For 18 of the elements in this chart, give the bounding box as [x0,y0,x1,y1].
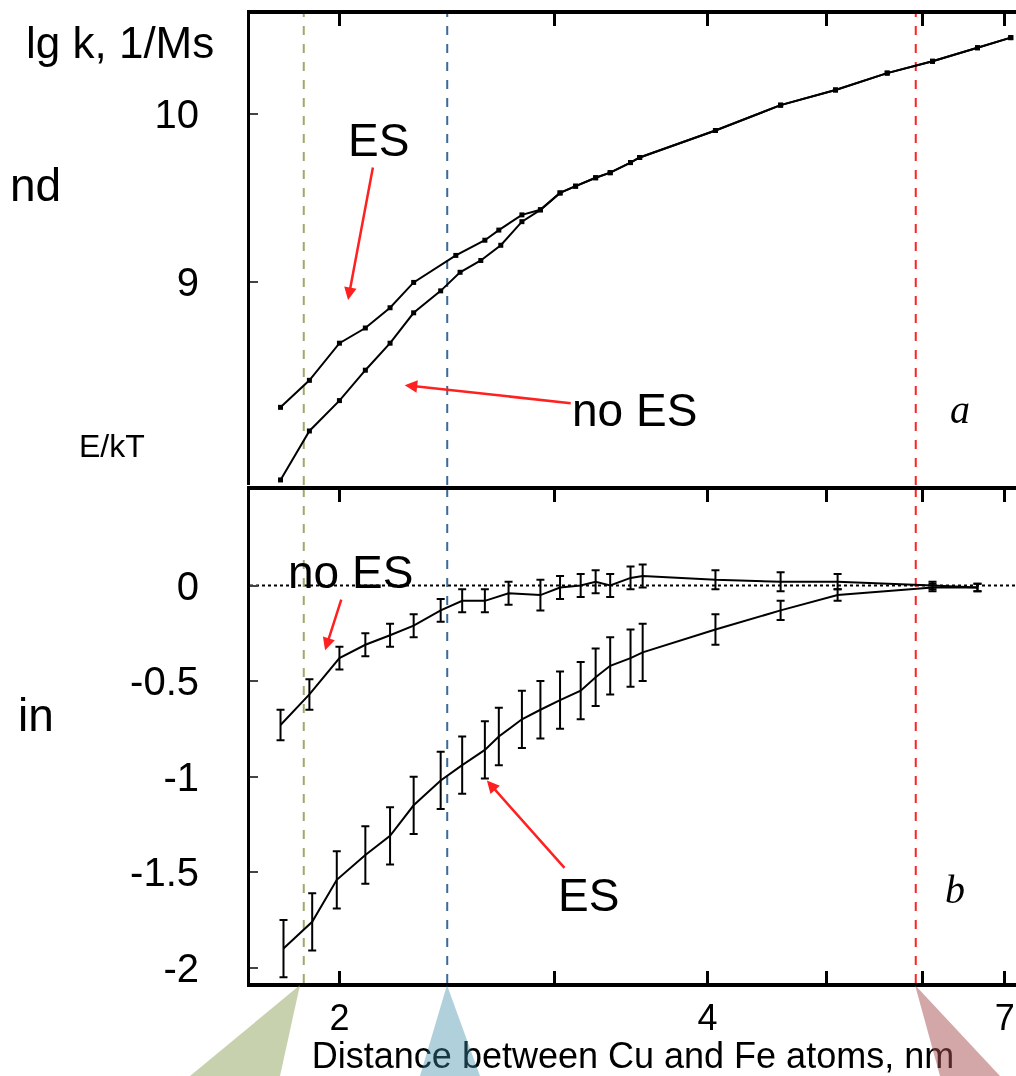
annotation: ES [558,869,620,921]
y-tick-label: 9 [176,260,199,305]
annotation: no ES [288,546,414,598]
y-tick-label: -0.5 [130,659,199,704]
text: in [18,689,54,741]
y-tick-label: 0 [176,563,199,608]
y-tick-label: -1.5 [130,850,199,895]
y-axis-title: E/kT [79,428,145,464]
y-tick-label: 10 [154,91,199,136]
annotation: no ES [572,384,698,436]
y-tick-label: -2 [163,945,199,990]
text: nd [10,159,62,211]
annotation: ES [348,114,410,166]
y-tick-label: -1 [163,754,199,799]
y-axis-title: lg k, 1/Ms [26,18,215,67]
annotation: b [945,867,965,912]
annotation: a [950,387,970,432]
x-tick-label: 7 [994,997,1015,1039]
